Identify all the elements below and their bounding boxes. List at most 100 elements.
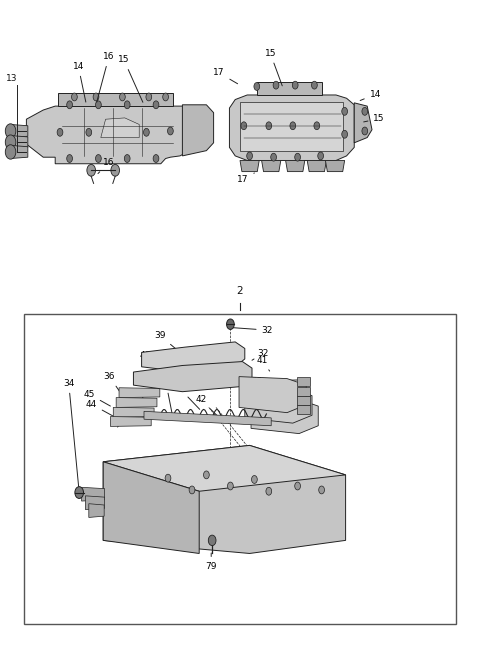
Circle shape xyxy=(5,124,16,138)
Polygon shape xyxy=(82,487,105,501)
Polygon shape xyxy=(182,105,214,156)
Text: 35: 35 xyxy=(132,411,152,426)
Polygon shape xyxy=(89,504,104,517)
Circle shape xyxy=(314,122,320,130)
Polygon shape xyxy=(110,417,151,426)
Polygon shape xyxy=(133,362,252,392)
Text: 14: 14 xyxy=(72,62,86,102)
Bar xyxy=(297,405,310,414)
Text: 42: 42 xyxy=(195,395,219,417)
Text: 15: 15 xyxy=(118,55,143,102)
Circle shape xyxy=(124,101,130,109)
Text: 33: 33 xyxy=(251,383,297,392)
Circle shape xyxy=(111,164,120,176)
Circle shape xyxy=(189,486,195,494)
Circle shape xyxy=(72,93,77,101)
Circle shape xyxy=(266,122,272,130)
Bar xyxy=(297,396,310,405)
Circle shape xyxy=(295,153,300,161)
Polygon shape xyxy=(257,82,322,95)
Bar xyxy=(297,387,310,396)
Circle shape xyxy=(266,487,272,495)
Text: 17: 17 xyxy=(237,173,254,184)
Polygon shape xyxy=(229,95,354,160)
Circle shape xyxy=(57,128,63,136)
Polygon shape xyxy=(240,102,343,151)
Polygon shape xyxy=(240,160,259,172)
Circle shape xyxy=(168,127,173,135)
Circle shape xyxy=(144,128,149,136)
Text: 32: 32 xyxy=(252,349,268,360)
Circle shape xyxy=(342,130,348,138)
Polygon shape xyxy=(113,407,154,417)
Polygon shape xyxy=(103,462,199,553)
Text: 46: 46 xyxy=(143,375,155,398)
Circle shape xyxy=(290,122,296,130)
Text: 40: 40 xyxy=(140,350,166,370)
Circle shape xyxy=(120,93,125,101)
Polygon shape xyxy=(116,398,157,407)
Polygon shape xyxy=(325,160,345,172)
Circle shape xyxy=(295,482,300,490)
Text: 32: 32 xyxy=(251,377,297,386)
Text: 34: 34 xyxy=(63,379,79,490)
Text: 2: 2 xyxy=(237,286,243,296)
Circle shape xyxy=(252,476,257,483)
Text: 41: 41 xyxy=(256,356,270,371)
Text: 38: 38 xyxy=(160,379,172,415)
Circle shape xyxy=(67,101,72,109)
Polygon shape xyxy=(85,496,105,510)
Circle shape xyxy=(227,319,234,329)
Circle shape xyxy=(208,535,216,546)
Bar xyxy=(24,314,456,624)
Circle shape xyxy=(362,107,368,115)
Text: 16: 16 xyxy=(98,158,115,174)
Text: 15: 15 xyxy=(264,48,282,86)
Polygon shape xyxy=(251,398,318,434)
Text: 14: 14 xyxy=(360,90,381,100)
Text: 16: 16 xyxy=(96,52,115,102)
Circle shape xyxy=(292,81,298,89)
Circle shape xyxy=(342,107,348,115)
Text: 31: 31 xyxy=(251,392,297,401)
Circle shape xyxy=(273,81,279,89)
Polygon shape xyxy=(11,124,28,138)
Circle shape xyxy=(165,474,171,482)
Circle shape xyxy=(241,122,247,130)
Text: 43: 43 xyxy=(118,411,131,427)
Polygon shape xyxy=(354,103,372,143)
Circle shape xyxy=(87,164,96,176)
Circle shape xyxy=(271,153,276,161)
Polygon shape xyxy=(239,377,306,413)
Polygon shape xyxy=(101,118,139,138)
Circle shape xyxy=(247,152,252,160)
Circle shape xyxy=(67,155,72,162)
Text: 15: 15 xyxy=(364,114,385,123)
Circle shape xyxy=(86,128,92,136)
Circle shape xyxy=(96,155,101,162)
Circle shape xyxy=(153,155,159,162)
Polygon shape xyxy=(307,160,326,172)
Polygon shape xyxy=(286,160,305,172)
Circle shape xyxy=(153,101,159,109)
Circle shape xyxy=(96,101,101,109)
Circle shape xyxy=(75,487,84,498)
Circle shape xyxy=(318,152,324,160)
Polygon shape xyxy=(11,145,28,159)
Circle shape xyxy=(115,128,120,136)
Polygon shape xyxy=(11,136,28,149)
Circle shape xyxy=(124,155,130,162)
Circle shape xyxy=(146,93,152,101)
Polygon shape xyxy=(119,388,160,398)
Text: 37: 37 xyxy=(173,383,200,409)
Text: 30: 30 xyxy=(251,400,302,409)
Circle shape xyxy=(312,81,317,89)
Polygon shape xyxy=(144,411,271,426)
Text: 44: 44 xyxy=(86,400,113,416)
Circle shape xyxy=(5,135,16,149)
Circle shape xyxy=(362,127,368,135)
Circle shape xyxy=(5,145,16,159)
Circle shape xyxy=(228,482,233,490)
Text: 13: 13 xyxy=(6,74,18,83)
Circle shape xyxy=(319,486,324,494)
